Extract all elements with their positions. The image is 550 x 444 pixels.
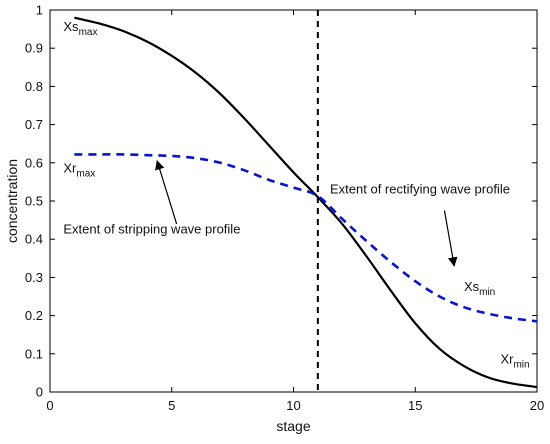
y-tick-label: 0.9 (25, 41, 43, 56)
y-tick-label: 1 (36, 3, 43, 18)
y-tick-label: 0.6 (25, 155, 43, 170)
series-line-rectifying (74, 153, 538, 323)
rectifying-arrow (443, 210, 458, 267)
annotation-xs-max: Xsmax (63, 19, 97, 38)
plot-area (49, 9, 538, 393)
annotation-stripping-label: Extent of stripping wave profile (63, 221, 240, 236)
annotation-xr-max: Xrmax (63, 160, 95, 179)
y-axis-title: concentration (4, 159, 20, 243)
annotation-xr-min: Xrmin (500, 351, 529, 370)
y-tick-label: 0.8 (25, 79, 43, 94)
series-line-stripping (74, 16, 538, 389)
x-axis-title: stage (276, 418, 310, 434)
axis-tick-labels: 0 5 10 15 20 0 0.1 0.2 0.3 0.4 0.5 0.6 0.7 0.8 0.9 1 (25, 3, 544, 414)
y-tick-label: 0.7 (25, 117, 43, 132)
y-tick-label: 0.2 (25, 308, 43, 323)
x-tick-label: 0 (46, 398, 53, 413)
x-tick-label: 10 (286, 398, 300, 413)
annotation-rectifying-label: Extent of rectifying wave profile (330, 181, 510, 196)
y-tick-label: 0.1 (25, 346, 43, 361)
y-tick-label: 0 (36, 385, 43, 400)
x-tick-label: 5 (168, 398, 175, 413)
annotations: Xsmax Xrmax Xsmin Xrmin Extent of stripping … (63, 19, 529, 370)
x-tick-label: 15 (408, 398, 422, 413)
annotation-arrows (155, 159, 458, 267)
y-tick-label: 0.3 (25, 270, 43, 285)
annotation-xs-min: Xsmin (464, 279, 495, 298)
axis-ticks (49, 9, 538, 393)
x-tick-label: 20 (530, 398, 544, 413)
stripping-arrow (155, 159, 178, 225)
y-tick-label: 0.5 (25, 194, 43, 209)
y-tick-label: 0.4 (25, 232, 43, 247)
